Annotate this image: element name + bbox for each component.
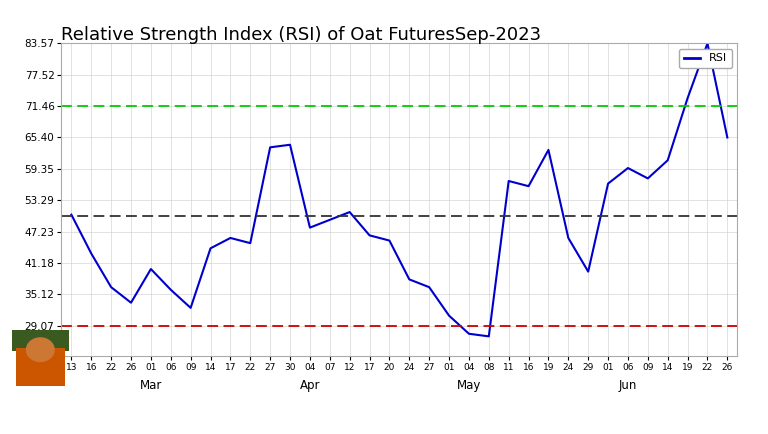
Text: Relative Strength Index (RSI) of Oat FuturesSep-2023: Relative Strength Index (RSI) of Oat Fut… xyxy=(61,26,541,44)
Text: May: May xyxy=(457,379,481,392)
Legend: RSI: RSI xyxy=(679,49,732,68)
Text: Apr: Apr xyxy=(300,379,320,392)
Circle shape xyxy=(26,337,55,362)
Text: Mar: Mar xyxy=(140,379,162,392)
Text: Oat FuturesSep-2023: Oat FuturesSep-2023 xyxy=(15,406,177,421)
Bar xyxy=(16,348,65,386)
Text: PenkeTrading.com: PenkeTrading.com xyxy=(613,406,753,421)
Text: Jun: Jun xyxy=(619,379,637,392)
Bar xyxy=(12,330,68,351)
